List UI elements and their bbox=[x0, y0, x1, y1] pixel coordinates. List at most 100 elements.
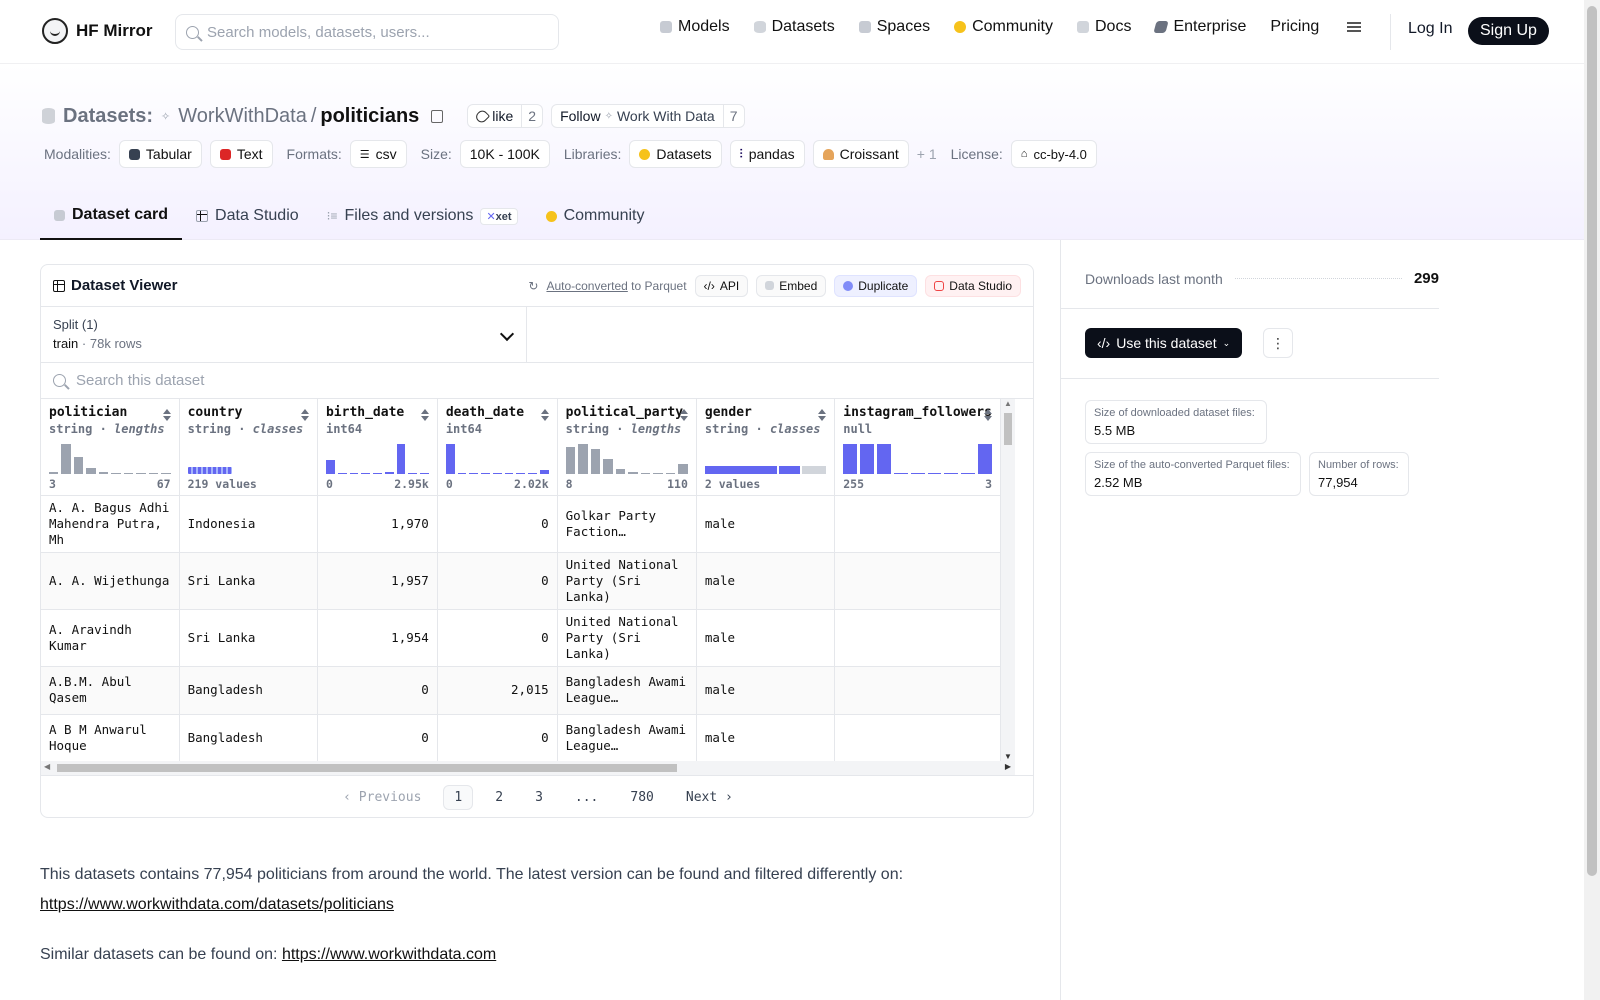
nav-datasets[interactable]: Datasets bbox=[753, 18, 835, 36]
histogram-bar[interactable] bbox=[161, 472, 171, 474]
table-cell[interactable]: 1,957 bbox=[317, 552, 438, 610]
login-link[interactable]: Log In bbox=[1408, 20, 1453, 37]
table-cell[interactable]: 0 bbox=[437, 714, 558, 761]
like-button[interactable]: like 2 bbox=[467, 104, 544, 128]
table-cell[interactable]: male bbox=[696, 666, 836, 715]
table-cell[interactable]: Bangladesh bbox=[179, 714, 318, 761]
dataset-name[interactable]: politicians bbox=[320, 104, 420, 127]
sort-icon[interactable] bbox=[679, 409, 688, 421]
histogram-bar[interactable] bbox=[843, 444, 858, 474]
tag-csv[interactable]: ☰ csv bbox=[349, 140, 407, 168]
sort-icon[interactable] bbox=[420, 409, 429, 421]
table-cell[interactable]: male bbox=[696, 495, 836, 553]
histogram-bar[interactable] bbox=[384, 471, 394, 474]
nav-spaces[interactable]: Spaces bbox=[858, 18, 930, 36]
histogram-bar[interactable] bbox=[910, 472, 925, 474]
sort-icon[interactable] bbox=[300, 409, 309, 421]
dataset-search-input[interactable]: Search this dataset bbox=[41, 363, 1033, 399]
histogram-bar[interactable] bbox=[337, 472, 347, 474]
tag-text[interactable]: Text bbox=[209, 140, 273, 168]
column-header[interactable]: country string · classes 219 values bbox=[179, 399, 318, 496]
table-cell[interactable]: Sri Lanka bbox=[179, 609, 318, 667]
column-header[interactable]: birth_date int64 0 2.95k bbox=[317, 399, 438, 496]
horizontal-scroll-thumb[interactable] bbox=[57, 764, 677, 772]
table-cell[interactable]: 0 bbox=[437, 552, 558, 610]
table-cell[interactable]: 0 bbox=[437, 609, 558, 667]
histogram-bar[interactable] bbox=[860, 444, 874, 474]
histogram-bar[interactable] bbox=[565, 446, 576, 474]
histogram-bar[interactable] bbox=[504, 472, 514, 474]
histogram-bar[interactable] bbox=[927, 472, 942, 474]
histogram-bar[interactable] bbox=[408, 472, 418, 474]
histogram-bar[interactable] bbox=[49, 471, 59, 474]
table-cell[interactable]: 0 bbox=[317, 666, 438, 715]
table-cell[interactable]: Sri Lanka bbox=[179, 552, 318, 610]
histogram-bar[interactable] bbox=[628, 471, 638, 474]
section-label[interactable]: Datasets: bbox=[63, 104, 154, 127]
class-distribution-bar[interactable] bbox=[704, 466, 827, 474]
histogram-bar[interactable] bbox=[678, 464, 688, 474]
histogram-bar[interactable] bbox=[445, 444, 455, 474]
table-cell[interactable]: United National Party (Sri Lanka) bbox=[557, 552, 697, 610]
workwithdata-dataset-link[interactable]: https://www.workwithdata.com/datasets/po… bbox=[40, 896, 394, 913]
global-search-input[interactable]: Search models, datasets, users... bbox=[175, 14, 559, 50]
nav-enterprise[interactable]: Enterprise bbox=[1153, 18, 1246, 36]
table-cell[interactable]: A. A. Wijethunga bbox=[41, 552, 180, 610]
page-3[interactable]: 3 bbox=[535, 790, 543, 805]
histogram-bar[interactable] bbox=[640, 472, 651, 474]
brand-logo[interactable]: HF Mirror bbox=[42, 18, 153, 44]
table-cell[interactable]: A B M Anwarul Hoque bbox=[41, 714, 180, 761]
tab-files[interactable]: ⁝≡ Files and versions ✕xet bbox=[313, 192, 532, 240]
signup-button[interactable]: Sign Up bbox=[1468, 17, 1549, 45]
histogram-bar[interactable] bbox=[516, 472, 526, 474]
column-header[interactable]: political_party string · lengths 8 110 bbox=[557, 399, 697, 496]
histogram-bar[interactable] bbox=[492, 472, 502, 474]
table-cell[interactable]: A.B.M. Abul Qasem bbox=[41, 666, 180, 715]
sort-icon[interactable] bbox=[162, 409, 171, 421]
page-780[interactable]: 780 bbox=[630, 790, 654, 805]
org-link[interactable]: WorkWithData bbox=[178, 104, 307, 127]
histogram-bar[interactable] bbox=[944, 472, 959, 474]
sort-icon[interactable] bbox=[818, 409, 827, 421]
histogram-bar[interactable] bbox=[73, 456, 84, 474]
vertical-scroll-thumb[interactable] bbox=[1004, 413, 1012, 445]
histogram-bar[interactable] bbox=[469, 472, 479, 474]
scroll-down-icon[interactable]: ▼ bbox=[1004, 752, 1012, 761]
table-cell[interactable]: Indonesia bbox=[179, 495, 318, 553]
table-cell[interactable]: Bangladesh Awami League… bbox=[557, 714, 697, 761]
scroll-left-icon[interactable]: ◀ bbox=[44, 762, 51, 771]
table-cell[interactable]: Bangladesh Awami League… bbox=[557, 666, 697, 715]
column-header[interactable]: instagram_followers null 255 3 bbox=[834, 399, 1001, 496]
table-cell[interactable] bbox=[834, 495, 1001, 553]
table-cell[interactable]: Bangladesh bbox=[179, 666, 318, 715]
table-cell[interactable] bbox=[834, 552, 1001, 610]
histogram-bar[interactable] bbox=[148, 472, 159, 474]
horizontal-scrollbar[interactable]: ◀ ▶ bbox=[41, 761, 1015, 775]
histogram-bar[interactable] bbox=[961, 472, 976, 474]
sort-icon[interactable] bbox=[984, 409, 992, 421]
tag-tabular[interactable]: Tabular bbox=[118, 140, 202, 168]
table-cell[interactable]: A. Aravindh Kumar bbox=[41, 609, 180, 667]
page-1[interactable]: 1 bbox=[443, 785, 474, 810]
histogram-bar[interactable] bbox=[136, 472, 146, 474]
histogram-bar[interactable] bbox=[361, 472, 371, 474]
histogram-bar[interactable] bbox=[61, 444, 71, 474]
vertical-scrollbar[interactable]: ▲ ▼ bbox=[1001, 399, 1015, 761]
histogram-bar[interactable] bbox=[123, 472, 134, 474]
embed-button[interactable]: Embed bbox=[756, 274, 827, 297]
tag-size[interactable]: 10K - 100K bbox=[459, 140, 550, 168]
histogram-bar[interactable] bbox=[665, 472, 676, 474]
previous-page-button[interactable]: ‹ Previous bbox=[343, 790, 422, 805]
more-options-icon[interactable]: ⋮ bbox=[1263, 328, 1293, 358]
histogram-bar[interactable] bbox=[876, 444, 891, 474]
histogram-bar[interactable] bbox=[98, 471, 109, 474]
tab-data-studio[interactable]: Data Studio bbox=[182, 192, 313, 240]
tab-dataset-card[interactable]: Dataset card bbox=[40, 192, 183, 240]
sort-icon[interactable] bbox=[540, 409, 549, 421]
histogram-bar[interactable] bbox=[373, 472, 382, 474]
split-selector[interactable]: Split (1) train · 78k rows bbox=[41, 307, 527, 362]
nav-docs[interactable]: Docs bbox=[1077, 18, 1131, 36]
use-dataset-button[interactable]: ‹/› Use this dataset ⌄ bbox=[1085, 328, 1243, 358]
histogram-bar[interactable] bbox=[978, 444, 992, 474]
tag-croissant[interactable]: Croissant bbox=[812, 140, 909, 168]
